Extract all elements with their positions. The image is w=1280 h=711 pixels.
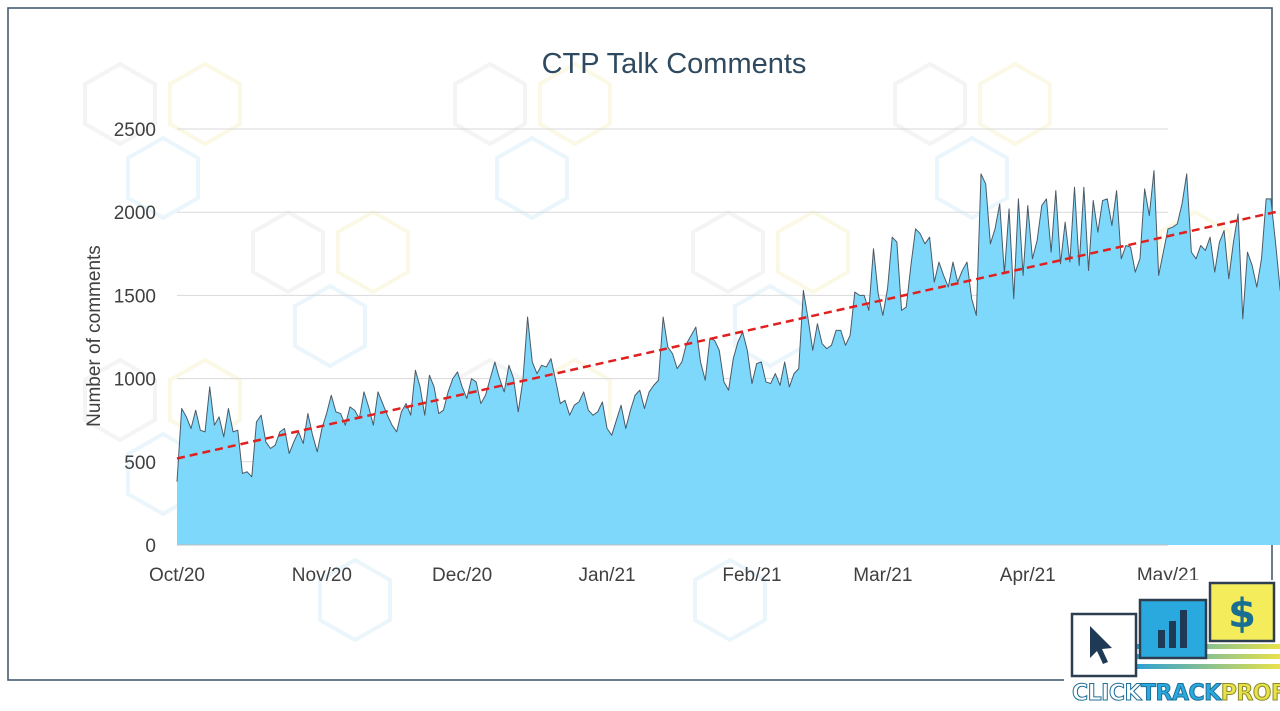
cursor-icon bbox=[1070, 612, 1138, 678]
y-tick-label: 1500 bbox=[114, 286, 156, 307]
x-tick-label: Oct/20 bbox=[149, 565, 205, 586]
logo-wordmark: CLICKTRACKPROFIT bbox=[1072, 681, 1280, 706]
series-area bbox=[176, 170, 1280, 545]
trendline-layer bbox=[176, 209, 1280, 460]
y-axis-label: Number of comments bbox=[84, 245, 105, 427]
y-tick-label: 1000 bbox=[114, 370, 156, 391]
clicktrackprofit-logo: $ CLICKTRACKPROFIT bbox=[1064, 580, 1280, 707]
x-tick-label: Mar/21 bbox=[853, 565, 912, 586]
y-tick-label: 500 bbox=[124, 453, 156, 474]
y-tick-labels: 0 500 1000 1500 2000 2500 bbox=[114, 120, 156, 557]
chart-title: CTP Talk Comments bbox=[542, 48, 807, 80]
x-tick-label: Jan/21 bbox=[579, 565, 636, 586]
svg-text:$: $ bbox=[1228, 591, 1256, 637]
series-area-fill bbox=[177, 170, 1280, 545]
linear-trendline bbox=[176, 209, 1280, 460]
y-tick-label: 2500 bbox=[114, 120, 156, 141]
x-tick-label: Feb/21 bbox=[722, 565, 781, 586]
dollar-icon: $ bbox=[1208, 581, 1276, 643]
x-tick-label: Apr/21 bbox=[1000, 565, 1056, 586]
x-tick-label: Nov/20 bbox=[292, 565, 352, 586]
y-tick-label: 2000 bbox=[114, 203, 156, 224]
series-line bbox=[176, 170, 1280, 482]
bar-chart-icon bbox=[1138, 598, 1208, 660]
y-tick-label: 0 bbox=[145, 536, 156, 557]
x-tick-label: Dec/20 bbox=[432, 565, 492, 586]
